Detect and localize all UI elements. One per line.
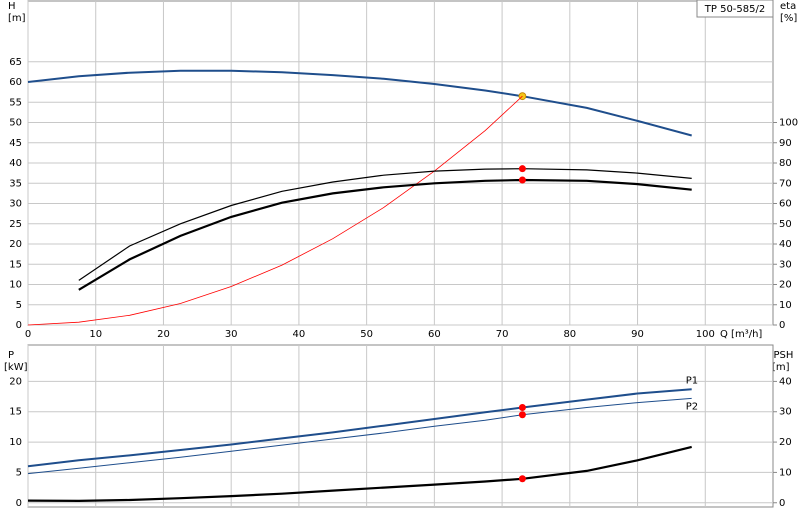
y2-unit: [m] <box>772 362 790 373</box>
model-label: TP 50-585/2 <box>704 4 765 15</box>
y-tick-label: 15 <box>9 407 22 418</box>
y-tick-label: 10 <box>9 280 22 291</box>
x-tick-label: 50 <box>360 329 373 340</box>
y2-tick-label: 30 <box>779 407 792 418</box>
series-label: P1 <box>686 375 698 386</box>
x-tick-label: 90 <box>631 329 644 340</box>
series-line <box>27 69 692 137</box>
y-tick-label: 0 <box>16 320 22 331</box>
y2-tick-label: 30 <box>779 259 792 270</box>
y-label: H <box>8 1 16 12</box>
y-tick-label: 40 <box>9 158 22 169</box>
y-tick-label: 60 <box>9 77 22 88</box>
series-line <box>27 397 692 475</box>
y2-tick-label: 10 <box>779 467 792 478</box>
x-tick-label: 40 <box>293 329 306 340</box>
y-tick-label: 20 <box>9 376 22 387</box>
y2-tick-label: 0 <box>779 498 785 509</box>
y2-tick-label: 60 <box>779 199 792 210</box>
y-tick-label: 50 <box>9 118 22 129</box>
y2-tick-label: 90 <box>779 138 792 149</box>
y-tick-label: 30 <box>9 199 22 210</box>
y2-tick-label: 0 <box>779 320 785 331</box>
y2-tick-label: 10 <box>779 300 792 311</box>
operating-point <box>518 403 526 411</box>
operating-point <box>518 165 526 173</box>
y-tick-label: 65 <box>9 57 22 68</box>
x-tick-label: 20 <box>157 329 170 340</box>
x-label: Q [m³/h] <box>720 329 762 340</box>
y-tick-label: 45 <box>9 138 22 149</box>
operating-point <box>518 411 526 419</box>
series-line <box>27 388 692 468</box>
operating-point <box>518 176 526 184</box>
y2-tick-label: 70 <box>779 178 792 189</box>
plot-area <box>27 344 774 508</box>
y-tick-label: 15 <box>9 259 22 270</box>
y-tick-label: 10 <box>9 437 22 448</box>
y2-tick-label: 20 <box>779 280 792 291</box>
y-unit: [m] <box>8 13 26 24</box>
series-line <box>27 445 692 503</box>
series-label: P2 <box>686 401 698 412</box>
series-line <box>78 178 692 291</box>
x-tick-label: 70 <box>496 329 509 340</box>
y-tick-label: 5 <box>16 467 22 478</box>
series-line <box>27 95 523 326</box>
x-tick-label: 100 <box>696 329 715 340</box>
y-tick-label: 25 <box>9 219 22 230</box>
operating-point <box>518 475 526 483</box>
x-tick-label: 0 <box>25 329 31 340</box>
x-tick-label: 60 <box>428 329 441 340</box>
y2-tick-label: 80 <box>779 158 792 169</box>
x-tick-label: 30 <box>225 329 238 340</box>
y-tick-label: 55 <box>9 97 22 108</box>
y2-tick-label: 40 <box>779 239 792 250</box>
y-tick-label: 20 <box>9 239 22 250</box>
y-tick-label: 0 <box>16 498 22 509</box>
series-line <box>78 168 692 281</box>
y-tick-label: 5 <box>16 300 22 311</box>
model-box <box>696 0 774 18</box>
y-tick-label: 35 <box>9 178 22 189</box>
y2-label: eta <box>780 1 796 12</box>
y2-unit: [%] <box>780 13 797 24</box>
y-unit: [kW] <box>4 362 28 373</box>
y2-tick-label: 50 <box>779 219 792 230</box>
y2-tick-label: 20 <box>779 437 792 448</box>
y2-tick-label: 40 <box>779 376 792 387</box>
x-tick-label: 10 <box>89 329 102 340</box>
y-label: P <box>8 350 14 361</box>
y2-label: NPSH <box>766 350 793 361</box>
y2-tick-label: 100 <box>779 118 798 129</box>
x-tick-label: 80 <box>563 329 576 340</box>
